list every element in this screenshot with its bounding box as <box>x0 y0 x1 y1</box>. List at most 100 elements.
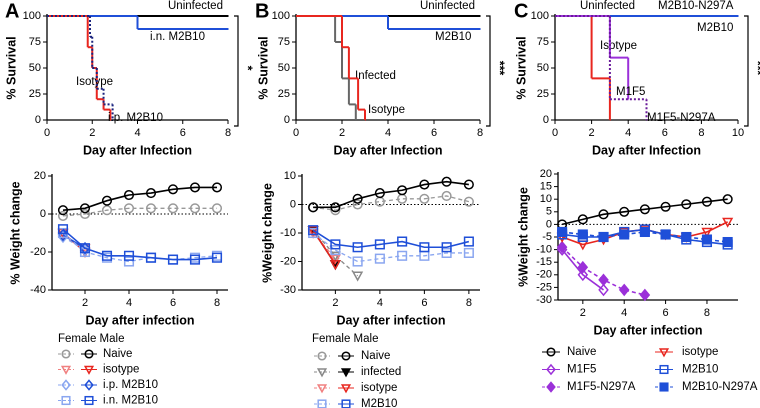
marker <box>639 226 650 238</box>
legend-label: M1F5 <box>567 364 596 376</box>
marker <box>79 243 91 254</box>
series-line <box>561 246 646 296</box>
legend-label: isotype <box>361 382 397 394</box>
y-tick-label: 10 <box>540 193 552 205</box>
marker <box>211 203 223 214</box>
marker <box>374 253 385 264</box>
marker <box>330 205 341 216</box>
y-tick-label: -30 <box>280 284 296 296</box>
legend-label: isotype <box>103 364 139 376</box>
marker <box>167 254 179 265</box>
axis-title: % Survival <box>514 36 528 99</box>
x-tick-label: 8 <box>466 297 472 309</box>
y-tick-label: 0 <box>546 218 552 230</box>
marker <box>79 203 91 214</box>
axis-title: Day after infection <box>593 323 702 337</box>
legend-label: i.n. M2B10 <box>103 395 158 407</box>
y-tick-label: -10 <box>536 244 552 256</box>
panel-label: A <box>5 0 19 22</box>
significance: *** <box>751 61 760 76</box>
marker <box>330 202 341 213</box>
marker <box>557 226 568 238</box>
marker <box>167 184 179 195</box>
y-tick-label: 5 <box>546 206 552 218</box>
marker <box>598 209 609 220</box>
marker <box>397 250 408 261</box>
x-tick-label: 2 <box>89 127 95 139</box>
marker <box>660 201 671 212</box>
series-label: i.n. M2B10 <box>150 31 205 43</box>
x-tick-label: 4 <box>621 307 627 319</box>
x-tick-label: 4 <box>377 297 383 309</box>
x-tick-label: 2 <box>332 297 338 309</box>
marker <box>374 239 385 250</box>
y-tick-label: 100 <box>23 10 41 22</box>
x-tick-label: 0 <box>293 127 299 139</box>
marker <box>101 205 113 216</box>
significance: *** <box>493 61 507 76</box>
y-tick-label: 0 <box>35 114 41 126</box>
x-tick-label: 6 <box>421 297 427 309</box>
marker <box>598 273 609 287</box>
x-tick-label: 6 <box>180 127 186 139</box>
panel-label: C <box>514 0 528 22</box>
axis-title: Day after infection <box>336 313 445 327</box>
marker <box>441 242 452 253</box>
marker <box>83 365 95 375</box>
marker <box>598 283 609 297</box>
marker <box>463 247 474 258</box>
marker <box>57 224 69 235</box>
x-tick-label: 2 <box>589 127 595 139</box>
series-line <box>313 195 470 211</box>
y-tick-label: 0 <box>40 208 46 220</box>
legend-header: Female Male <box>58 333 124 345</box>
y-tick-label: -5 <box>542 231 552 243</box>
series-line <box>312 229 470 249</box>
y-tick-label: 25 <box>278 88 290 100</box>
legend-label: Naive <box>103 348 132 360</box>
marker <box>101 195 113 206</box>
marker <box>61 349 71 359</box>
marker <box>639 204 650 215</box>
marker <box>546 347 556 357</box>
marker <box>123 203 135 214</box>
y-tick-label: 20 <box>540 168 552 180</box>
y-tick-label: 0 <box>543 114 549 126</box>
series-label: M1F5 <box>616 86 645 98</box>
x-tick-label: 8 <box>225 127 231 139</box>
marker <box>341 351 351 361</box>
marker <box>352 193 363 204</box>
y-tick-label: -20 <box>536 269 552 281</box>
series-label: Isotype <box>600 40 637 52</box>
y-tick-label: 75 <box>278 36 290 48</box>
series-label: Infected <box>355 70 396 82</box>
marker <box>84 379 94 391</box>
marker <box>618 283 630 297</box>
marker <box>123 189 135 201</box>
axis-title: % Survival <box>4 36 18 99</box>
x-tick-label: 8 <box>698 127 704 139</box>
marker <box>419 193 430 204</box>
marker <box>722 217 734 228</box>
x-tick-label: 0 <box>44 127 50 139</box>
x-tick-label: 4 <box>625 127 631 139</box>
y-tick-label: 10 <box>284 170 296 182</box>
significance-bracket <box>744 15 749 127</box>
marker <box>340 368 352 378</box>
marker <box>441 190 452 201</box>
marker <box>722 236 733 248</box>
x-tick-label: 4 <box>126 297 132 309</box>
marker <box>352 199 363 210</box>
x-tick-label: 6 <box>170 297 176 309</box>
y-tick-label: 100 <box>531 10 549 22</box>
marker <box>84 349 94 359</box>
y-tick-label: 25 <box>537 88 549 100</box>
legend-label: isotype <box>682 346 718 358</box>
marker <box>598 231 609 243</box>
marker <box>397 236 408 247</box>
marker <box>123 256 135 267</box>
axis-title: % Weight change <box>8 181 22 284</box>
x-tick-label: 8 <box>704 307 710 319</box>
marker <box>701 196 713 207</box>
marker <box>211 252 223 263</box>
